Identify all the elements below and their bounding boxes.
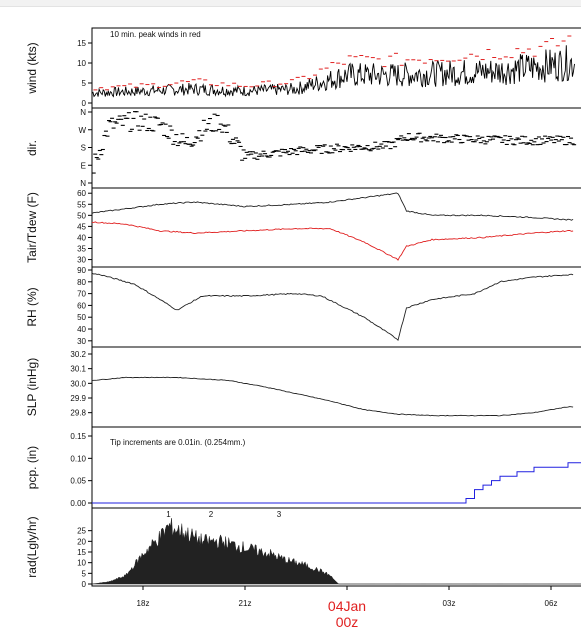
x-date-label: 04Jan: [328, 598, 366, 614]
x-date-time-label: 00z: [336, 614, 359, 630]
precip-annotation: Tip increments are 0.01in. (0.254mm.): [110, 438, 246, 447]
panel-frame: [91, 187, 581, 268]
panel-frame: [91, 266, 581, 348]
x-tick-label: 18z: [137, 599, 150, 608]
panel-wind: wind (kts) 0 5 10 15 10 min. peak winds in re…: [25, 27, 581, 109]
y-tick-label: 30.0: [70, 379, 86, 388]
y-tick-label: 35: [77, 245, 86, 254]
y-tick-label: 0.05: [70, 477, 86, 486]
y-tick-label: 0: [82, 580, 87, 589]
radiation-marker-3: 3: [277, 510, 282, 519]
radiation-area: [91, 518, 581, 585]
y-tick-label: 30.1: [70, 365, 86, 374]
y-tick-label: 15: [77, 39, 86, 48]
y-tick-label: 20: [77, 537, 86, 546]
y-tick-label: 50: [77, 211, 86, 220]
y-tick-label: 10: [77, 559, 86, 568]
y-tick-label: 60: [77, 301, 86, 310]
precip-line: [92, 462, 581, 504]
panel-frame: [91, 507, 581, 587]
panel-temperature: Tair/Tdew (F) 30 35 40 45 50 55 60: [25, 187, 581, 268]
y-axis-label: Tair/Tdew (F): [25, 192, 39, 263]
y-tick-label: 55: [77, 200, 86, 209]
panel-rh: RH (%) 30 40 50 60 70 80 90: [25, 266, 581, 348]
y-tick-label: 45: [77, 222, 86, 231]
radiation-marker-1: 1: [166, 510, 171, 519]
y-tick-label: N: [80, 108, 86, 117]
x-tick-label: 03z: [443, 599, 456, 608]
y-tick-label: 0.00: [70, 499, 86, 508]
y-axis-label: RH (%): [25, 287, 39, 326]
y-tick-label: 70: [77, 290, 86, 299]
x-tick-label: 21z: [239, 599, 252, 608]
y-tick-label: 29.8: [70, 409, 86, 418]
y-tick-label: N: [80, 179, 86, 188]
y-tick-label: 60: [77, 189, 86, 198]
y-tick-label: E: [81, 161, 86, 170]
y-tick-label: 10: [77, 59, 86, 68]
y-tick-label: 30.2: [70, 350, 86, 359]
panel-frame: [91, 107, 581, 189]
y-tick-label: 25: [77, 527, 86, 536]
y-tick-label: 30: [77, 256, 86, 265]
top-toolbar-strip: [0, 0, 581, 7]
y-tick-label: 5: [82, 569, 87, 578]
y-tick-label: 5: [82, 79, 87, 88]
y-tick-label: 40: [77, 233, 86, 242]
y-tick-label: 50: [77, 313, 86, 322]
y-tick-label: 40: [77, 325, 86, 334]
air-temp-line: [91, 192, 574, 221]
y-axis-label: dir.: [25, 140, 39, 156]
y-axis-label: pcp. (in): [25, 446, 39, 489]
dew-point-line: [91, 221, 574, 261]
y-tick-label: 0.10: [70, 454, 86, 463]
y-tick-label: W: [78, 126, 86, 135]
panel-slp: SLP (inHg) 29.8 29.9 30.0 30.1 30.2: [25, 346, 581, 428]
rh-line: [91, 272, 574, 342]
wind-annotation: 10 min. peak winds in red: [110, 30, 201, 39]
y-tick-label: 15: [77, 548, 86, 557]
slp-line: [91, 376, 574, 417]
panel-precip: pcp. (in) 0.00 0.05 0.10 0.15 Tip increments …: [25, 426, 581, 509]
y-tick-label: 29.9: [70, 394, 86, 403]
y-axis-label: SLP (inHg): [25, 358, 39, 416]
y-tick-label: 80: [77, 278, 86, 287]
y-tick-label: 90: [77, 266, 86, 275]
y-axis-label: wind (kts): [25, 42, 39, 94]
y-tick-label: S: [81, 144, 86, 153]
wind-speed-line: [91, 45, 575, 98]
y-axis-label: rad(Lgly/hr): [25, 516, 39, 577]
y-tick-label: 0: [82, 99, 87, 108]
y-tick-label: 0.15: [70, 432, 86, 441]
radiation-marker-2: 2: [209, 510, 214, 519]
y-tick-label: 30: [77, 337, 86, 346]
x-tick-label: 06z: [545, 599, 558, 608]
